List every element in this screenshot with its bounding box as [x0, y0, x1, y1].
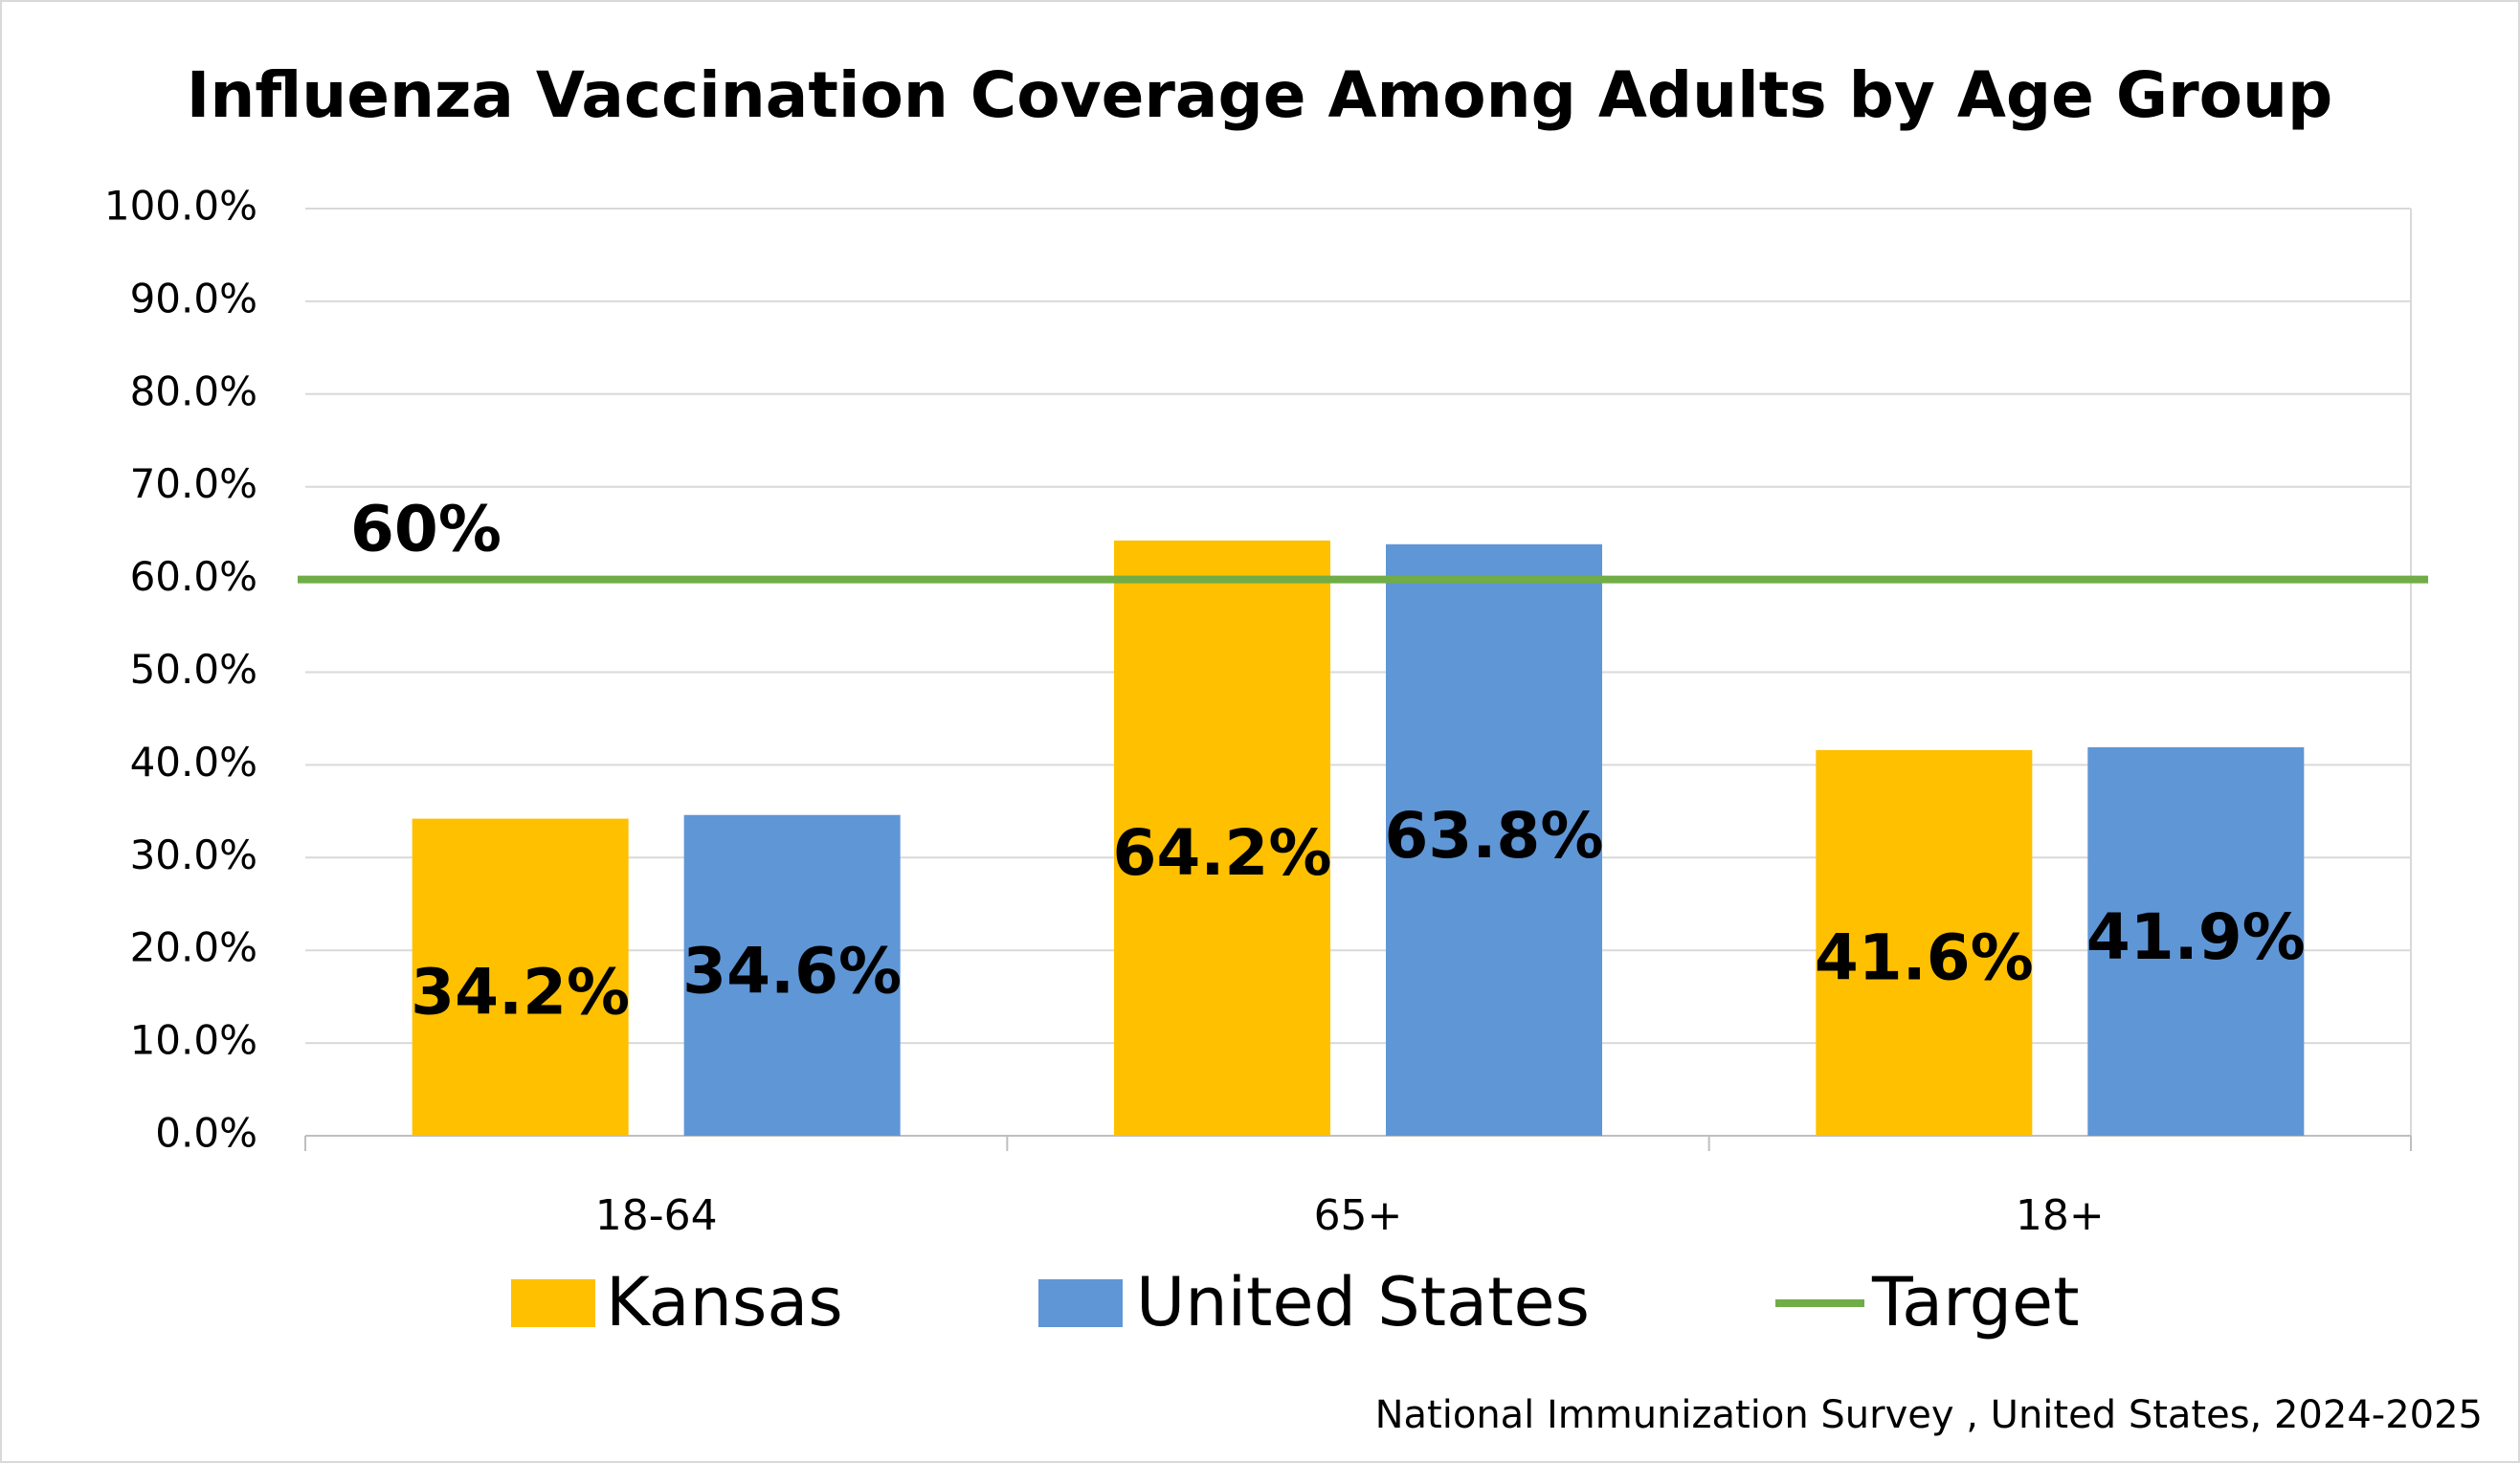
y-tick-label: 10.0% — [130, 1017, 257, 1064]
x-tick-label: 65+ — [1314, 1191, 1403, 1240]
y-tick-label: 20.0% — [130, 924, 257, 971]
bar — [412, 818, 629, 1136]
bar — [1114, 540, 1330, 1136]
y-tick-label: 40.0% — [130, 739, 257, 786]
bar — [683, 814, 901, 1136]
y-tick-label: 90.0% — [130, 275, 257, 321]
legend-swatch — [1038, 1279, 1123, 1327]
y-tick-label: 70.0% — [130, 460, 257, 507]
y-tick-label: 0.0% — [155, 1110, 257, 1157]
data-label: 64.2% — [1113, 816, 1332, 890]
data-label: 34.6% — [682, 934, 902, 1008]
y-tick-label: 30.0% — [130, 831, 257, 878]
y-tick-label: 50.0% — [130, 646, 257, 693]
legend-label: Kansas — [606, 1263, 843, 1341]
y-tick-label: 80.0% — [130, 367, 257, 414]
bar — [1386, 543, 1602, 1136]
data-label: 41.6% — [1815, 921, 2034, 995]
bar — [2087, 746, 2305, 1136]
data-label: 34.2% — [411, 955, 630, 1029]
source-note: National Immunization Survey , United St… — [1375, 1393, 2483, 1437]
data-label: 41.9% — [2086, 900, 2306, 974]
x-tick-label: 18-64 — [595, 1191, 718, 1240]
data-label: 63.8% — [1385, 799, 1604, 873]
x-tick-label: 18+ — [2016, 1191, 2105, 1240]
y-tick-label: 60.0% — [130, 553, 257, 600]
legend-swatch — [511, 1279, 595, 1327]
annotation: 60% — [350, 493, 502, 566]
legend-label: Target — [1871, 1263, 2080, 1341]
y-tick-label: 100.0% — [104, 183, 257, 230]
chart-title: Influenza Vaccination Coverage Among Adu… — [187, 58, 2332, 132]
legend-label: United States — [1136, 1263, 1590, 1341]
bar — [1816, 749, 2033, 1136]
